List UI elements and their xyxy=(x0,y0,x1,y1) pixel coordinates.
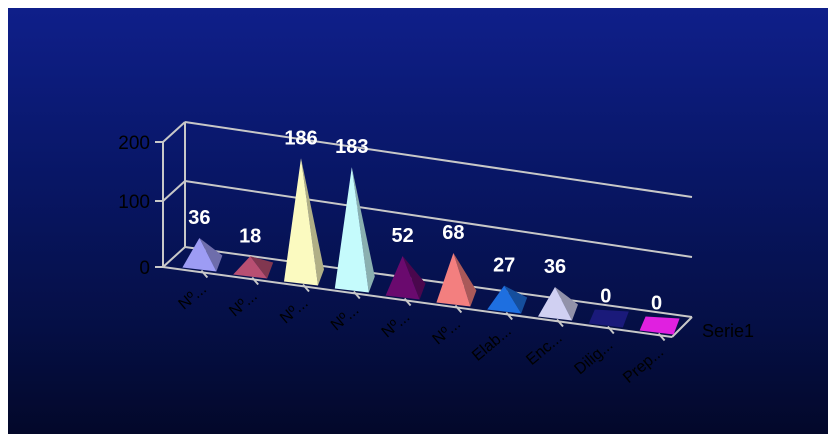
x-axis-line xyxy=(162,266,673,338)
pyramid-3 xyxy=(284,158,324,286)
category-label-9: Dilig... xyxy=(571,337,616,379)
pyramid-side-face xyxy=(301,158,324,286)
data-label-2: 18 xyxy=(239,225,261,247)
x-tick xyxy=(403,297,412,307)
category-label-8: Enc... xyxy=(523,330,565,369)
x-tick xyxy=(200,269,209,279)
pyramid-side-face xyxy=(504,285,528,314)
data-label-1: 36 xyxy=(188,207,210,229)
pyramid-1 xyxy=(182,238,223,272)
x-tick xyxy=(302,283,310,293)
chart-area xyxy=(8,8,828,434)
floor-left-edge xyxy=(162,246,186,268)
pyramid-6 xyxy=(436,253,477,307)
pyramid-side-face xyxy=(402,256,426,300)
wall-diag-200 xyxy=(162,121,186,143)
gridline-200 xyxy=(184,121,693,198)
data-label-5: 52 xyxy=(391,225,413,247)
wall-diag-100 xyxy=(162,180,186,202)
pyramid-base xyxy=(639,316,680,335)
x-tick xyxy=(556,318,564,328)
data-label-7: 27 xyxy=(493,255,515,277)
pyramid-front-face xyxy=(436,253,471,307)
category-label-10: Prep... xyxy=(620,344,667,387)
pyramid-front-face xyxy=(284,158,318,286)
pyramid-side-face xyxy=(453,253,477,307)
gridlines xyxy=(155,121,693,338)
category-label-1: Nº... xyxy=(175,281,209,314)
y-tick-label-0: 0 xyxy=(139,258,150,279)
x-tick xyxy=(251,276,259,286)
pyramid-series xyxy=(182,158,680,335)
category-label-2: Nº... xyxy=(226,288,260,321)
gridline-100 xyxy=(184,180,693,258)
y-tick-label-200: 200 xyxy=(118,133,150,154)
x-tick xyxy=(607,325,615,335)
pyramid-10 xyxy=(639,316,680,335)
data-label-10: 0 xyxy=(651,293,662,315)
pyramid-base xyxy=(588,309,629,328)
pyramid-9 xyxy=(588,309,629,328)
pyramid-front-face xyxy=(233,256,268,279)
pyramid-front-face xyxy=(385,256,420,300)
floor-right-edge xyxy=(671,316,693,338)
pyramid-front-face xyxy=(182,238,217,272)
pyramid-7 xyxy=(487,285,528,314)
data-label-4: 183 xyxy=(335,136,368,158)
x-tick xyxy=(353,290,361,300)
x-tick xyxy=(657,332,666,342)
data-label-3: 186 xyxy=(284,127,317,149)
data-label-8: 36 xyxy=(544,256,566,278)
category-label-4: Nº... xyxy=(328,302,362,335)
category-label-5: Nº... xyxy=(379,309,413,342)
pyramid-side-face xyxy=(199,238,223,272)
category-label-3: Nº... xyxy=(277,295,311,328)
pyramid-side-face xyxy=(250,256,274,279)
pyramid-5 xyxy=(385,256,426,300)
category-label-6: Nº... xyxy=(429,316,463,349)
pyramid-4 xyxy=(334,167,375,293)
data-label-6: 68 xyxy=(442,222,464,244)
pyramid-front-face xyxy=(538,287,572,321)
pyramid-2 xyxy=(233,256,274,279)
floor-back-edge xyxy=(184,246,693,318)
x-tick xyxy=(454,304,463,314)
category-label-7: Elab... xyxy=(469,323,515,365)
pyramid-front-face xyxy=(487,285,522,314)
x-tick xyxy=(505,311,513,321)
y-tick-label-100: 100 xyxy=(118,192,150,213)
legend-series-name: Serie1 xyxy=(702,321,754,341)
pyramid-side-face xyxy=(351,167,375,293)
pyramid-front-face xyxy=(334,167,369,293)
data-labels: 36 18 186 183 52 68 27 36 0 0 xyxy=(188,127,662,314)
data-label-9: 0 xyxy=(600,286,611,308)
pyramid-8 xyxy=(538,287,578,321)
pyramid-side-face xyxy=(555,287,578,321)
